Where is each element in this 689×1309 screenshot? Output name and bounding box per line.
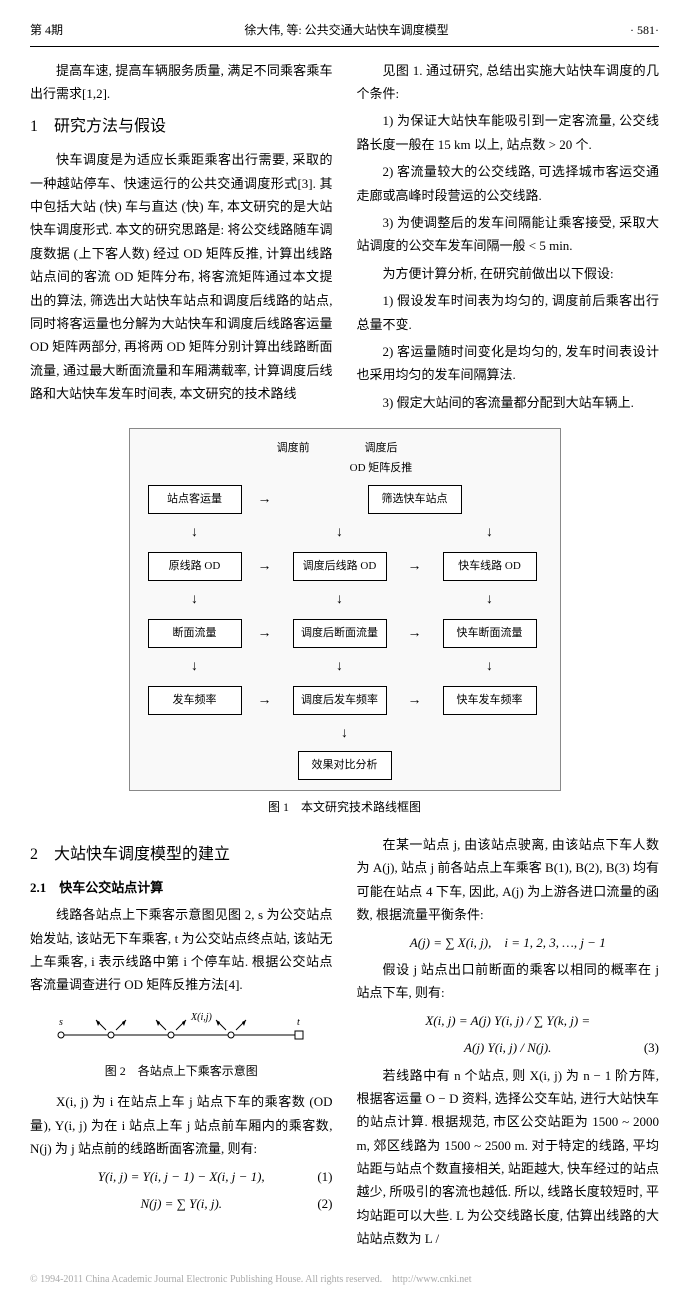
sec1-cond1: 1) 为保证大站快车能吸引到一定客流量, 公交线路长度一般在 15 km 以上,… (357, 109, 660, 156)
colhead-right: 调度后 OD 矩阵反推 (350, 439, 413, 479)
sec2-p1: 线路各站点上下乘客示意图见图 2, s 为公交站点始发站, 该站无下车乘客, t… (30, 903, 333, 997)
node-n1: 站点客运量 (148, 485, 242, 515)
equation-2: N(j) = ∑ Y(i, j). (2) (30, 1192, 333, 1215)
arrow-icon (258, 688, 272, 713)
running-title: 徐大伟, 等: 公共交通大站快车调度模型 (244, 20, 448, 42)
equation-4a: X(i, j) = A(j) Y(i, j) / ∑ Y(k, j) = (357, 1009, 660, 1032)
sec1-a3: 3) 假定大站间的客流量都分配到大站车辆上. (357, 391, 660, 414)
arrow-icon (408, 688, 422, 713)
node-n3: 断面流量 (148, 619, 242, 649)
node-m2: 调度后断面流量 (293, 619, 387, 649)
arrow-icon (408, 621, 422, 646)
node-n2: 原线路 OD (148, 552, 242, 582)
subsection-2-1: 2.1 快车公交站点计算 (30, 876, 333, 899)
eq2-num: (2) (317, 1192, 332, 1215)
node-r2: 快车断面流量 (443, 619, 537, 649)
arrow-icon (486, 587, 493, 612)
sec1-a1: 1) 假设发车时间表为均匀的, 调度前后乘客出行总量不变. (357, 289, 660, 336)
arrow-icon (341, 725, 348, 740)
figure-1: 调度前 调度后 OD 矩阵反推 站点客运量 筛选快车站点 原线路 OD 调度后线… (30, 428, 659, 819)
arrow-icon (336, 587, 343, 612)
arrow-icon (191, 520, 198, 545)
arrow-icon (486, 520, 493, 545)
issue-number: 第 4期 (30, 20, 63, 42)
colhead-left: 调度前 (277, 439, 310, 479)
sec1-a2: 2) 客运量随时间变化是均匀的, 发车时间表设计也采用均匀的发车间隔算法. (357, 340, 660, 387)
section-1-title: 1 研究方法与假设 (30, 113, 333, 142)
arrow-icon (258, 621, 272, 646)
equation-1: Y(i, j) = Y(i, j − 1) − X(i, j − 1), (1) (30, 1165, 333, 1188)
arrow-icon (486, 654, 493, 679)
eq2-body: N(j) = ∑ Y(i, j). (140, 1192, 222, 1215)
figure-2-caption: 图 2 各站点上下乘客示意图 (30, 1061, 333, 1083)
sec2-p2: X(i, j) 为 i 在站点上车 j 站点下车的乘客数 (OD 量), Y(i… (30, 1090, 333, 1160)
node-m1: 调度后线路 OD (293, 552, 387, 582)
arrow-icon (191, 587, 198, 612)
arrow-icon (191, 654, 198, 679)
fig2-svg: s X(i,j) t (51, 1005, 311, 1055)
page-number: · 581· (630, 20, 659, 42)
node-n4: 发车频率 (148, 686, 242, 716)
sec1-p1: 快车调度是为适应长乘距乘客出行需要, 采取的一种越站停车、快速运行的公共交通调度… (30, 148, 333, 405)
sec2-right-p2: 假设 j 站点出口前断面的乘客以相同的概率在 j 站点下车, 则有: (357, 958, 660, 1005)
flow-grid: 站点客运量 筛选快车站点 原线路 OD 调度后线路 OD 快车线路 OD 断面流… (140, 485, 550, 716)
page-footer: © 1994-2011 China Academic Journal Elect… (30, 1271, 659, 1289)
svg-text:s: s (59, 1017, 63, 1028)
sec1-cond3: 3) 为使调整后的发车间隔能让乘客接受, 采取大站调度的公交车发车间隔一般 < … (357, 211, 660, 258)
section-2-title: 2 大站快车调度模型的建立 (30, 841, 333, 870)
eq4b-body: A(j) Y(i, j) / N(j). (464, 1036, 551, 1059)
svg-text:X(i,j): X(i,j) (190, 1012, 212, 1023)
arrow-icon (336, 654, 343, 679)
svg-text:t: t (297, 1017, 300, 1028)
sec1-right1: 见图 1. 通过研究, 总结出实施大站快车调度的几个条件: (357, 59, 660, 106)
eq1-body: Y(i, j) = Y(i, j − 1) − X(i, j − 1), (98, 1165, 265, 1188)
node-m0: 筛选快车站点 (368, 485, 462, 515)
figure-1-caption: 图 1 本文研究技术路线框图 (30, 797, 659, 819)
sec1-assume-intro: 为方便计算分析, 在研究前做出以下假设: (357, 262, 660, 285)
arrow-icon (336, 520, 343, 545)
page-header: 第 4期 徐大伟, 等: 公共交通大站快车调度模型 · 581· (30, 20, 659, 47)
eq1-num: (1) (317, 1165, 332, 1188)
node-m3: 调度后发车频率 (293, 686, 387, 716)
eq4-num: (3) (644, 1036, 659, 1059)
arrow-icon (408, 554, 422, 579)
equation-3: A(j) = ∑ X(i, j), i = 1, 2, 3, …, j − 1 (357, 931, 660, 954)
sec2-right-p3: 若线路中有 n 个站点, 则 X(i, j) 为 n − 1 阶方阵, 根据客运… (357, 1064, 660, 1251)
arrow-icon (258, 487, 272, 512)
node-bottom: 效果对比分析 (298, 751, 392, 781)
figure-2: s X(i,j) t 图 2 各站点上下乘客示意图 (30, 1005, 333, 1083)
flowchart-box: 调度前 调度后 OD 矩阵反推 站点客运量 筛选快车站点 原线路 OD 调度后线… (129, 428, 561, 791)
sec1-cond2: 2) 客流量较大的公交线路, 可选择城市客运交通走廊或高峰时段营运的公交线路. (357, 160, 660, 207)
arrow-icon (258, 554, 272, 579)
equation-4b: A(j) Y(i, j) / N(j). (3) (357, 1036, 660, 1059)
node-r1: 快车线路 OD (443, 552, 537, 582)
intro-tail: 提高车速, 提高车辆服务质量, 满足不同乘客乘车出行需求[1,2]. (30, 59, 333, 106)
sec2-right-p1: 在某一站点 j, 由该站点驶离, 由该站点下车人数为 A(j), 站点 j 前各… (357, 833, 660, 927)
node-r3: 快车发车频率 (443, 686, 537, 716)
